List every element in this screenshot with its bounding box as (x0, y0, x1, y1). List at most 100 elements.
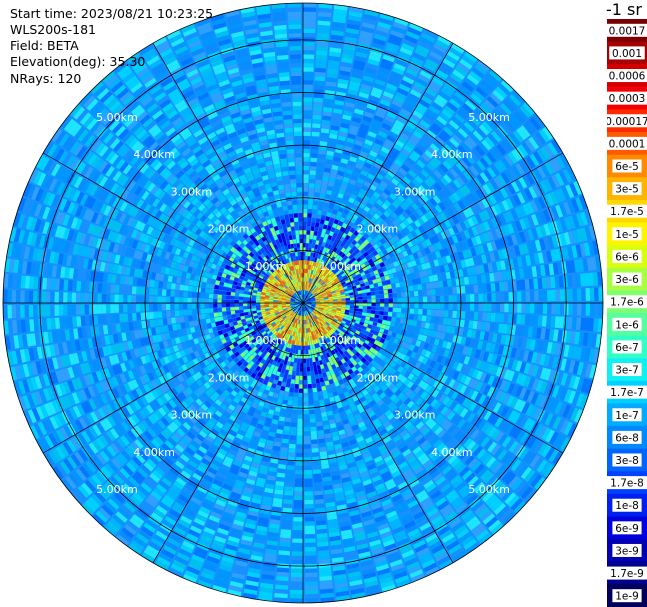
range-gate (452, 134, 463, 145)
range-gate (475, 108, 487, 120)
range-gate (336, 281, 342, 286)
range-gate (430, 172, 440, 182)
range-gate (526, 119, 538, 133)
range-gate (353, 59, 366, 67)
range-gate (412, 52, 426, 62)
range-gate (294, 482, 303, 488)
range-gate (443, 264, 450, 272)
range-gate (360, 236, 367, 242)
range-gate (364, 138, 374, 146)
range-gate (330, 236, 336, 242)
range-gate (316, 289, 321, 293)
range-gate (413, 308, 419, 315)
range-gate (318, 438, 326, 444)
range-gate (394, 186, 403, 195)
range-gate (327, 68, 339, 75)
range-gate (310, 230, 314, 236)
range-gate (316, 283, 321, 287)
range-gate (309, 295, 314, 299)
range-gate (342, 260, 348, 266)
range-gate (414, 236, 421, 244)
range-gate (325, 216, 331, 222)
range-gate (291, 418, 297, 423)
range-gate (312, 460, 321, 466)
range-gate (448, 119, 460, 130)
range-gate (371, 303, 376, 307)
range-gate (291, 551, 303, 556)
range-gate (366, 264, 372, 270)
range-gate (424, 276, 430, 283)
range-gate (386, 185, 394, 193)
range-gate (307, 292, 311, 297)
range-gate (380, 180, 388, 188)
range-gate (427, 303, 432, 309)
range-gate (398, 276, 404, 282)
range-gate (436, 223, 444, 232)
range-gate (367, 58, 380, 67)
range-gate (318, 268, 323, 274)
range-gate (316, 520, 327, 526)
range-gate (481, 139, 492, 151)
range-gate (330, 125, 340, 131)
range-gate (304, 290, 307, 295)
range-gate (322, 111, 332, 117)
range-gate (310, 278, 314, 284)
range-gate (381, 203, 389, 211)
range-gate (314, 84, 325, 90)
range-gate (331, 294, 337, 297)
range-gate (366, 236, 373, 243)
range-gate (495, 303, 501, 312)
range-gate (396, 155, 406, 164)
range-gate (306, 366, 311, 372)
range-gate (478, 303, 483, 312)
range-gate (303, 337, 306, 342)
range-gate (490, 112, 503, 124)
range-gate (332, 241, 337, 248)
range-gate (320, 128, 330, 134)
range-gate (294, 384, 299, 389)
range-gate (435, 39, 449, 50)
range-gate (315, 299, 320, 301)
range-gate (504, 154, 515, 167)
range-gate (590, 256, 597, 271)
range-gate (305, 273, 308, 278)
range-gate (406, 248, 413, 256)
range-gate (345, 32, 359, 39)
range-gate (406, 274, 412, 280)
range-gate (306, 297, 311, 301)
range-gate (394, 197, 403, 206)
range-gate (535, 212, 543, 225)
range-gate (332, 222, 338, 229)
range-gate (427, 146, 437, 156)
range-gate (399, 46, 413, 56)
range-gate (343, 286, 348, 290)
range-gate (329, 173, 337, 179)
range-gate (360, 263, 366, 269)
range-gate (338, 277, 344, 282)
range-gate (451, 278, 457, 287)
range-gate (376, 134, 386, 143)
range-gate (474, 145, 486, 157)
range-gate (451, 318, 457, 327)
range-gate (314, 408, 321, 414)
range-gate (500, 172, 510, 184)
range-gate (345, 215, 352, 222)
range-gate (363, 180, 371, 188)
range-gate (558, 316, 565, 329)
range-gate (354, 220, 361, 227)
range-gate (284, 486, 294, 492)
range-gate (449, 181, 459, 192)
range-gate (383, 210, 391, 218)
range-gate (396, 206, 405, 214)
range-gate (307, 273, 310, 278)
range-gate (408, 22, 424, 32)
range-gate (306, 277, 309, 283)
range-gate (376, 25, 390, 34)
range-gate (452, 286, 458, 295)
range-gate (522, 122, 535, 136)
range-gate (374, 220, 382, 227)
range-gate (326, 189, 333, 196)
range-gate (502, 236, 510, 248)
range-gate (486, 73, 500, 86)
range-gate (466, 168, 476, 179)
